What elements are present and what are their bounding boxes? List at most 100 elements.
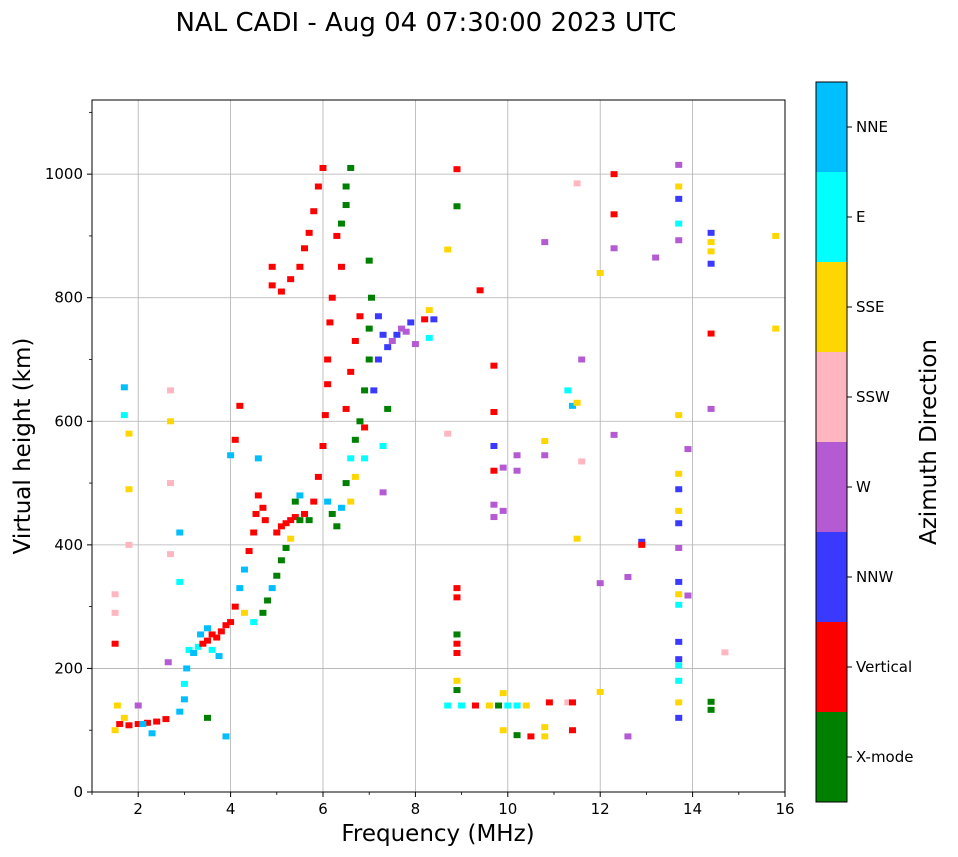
echo-point xyxy=(301,510,309,517)
echo-point xyxy=(333,523,341,530)
echo-point xyxy=(379,443,387,449)
echo-point xyxy=(772,325,780,332)
echo-point xyxy=(675,591,683,598)
y-axis-ticks: 0 200 400 600 800 1000 xyxy=(45,111,92,801)
echo-point xyxy=(513,732,521,739)
echo-point xyxy=(610,245,618,252)
echo-point xyxy=(291,498,299,505)
echo-point xyxy=(568,727,576,734)
echo-point xyxy=(444,430,452,437)
colorbar-label: Azimuth Direction xyxy=(916,339,942,545)
echo-point xyxy=(120,412,128,419)
echo-points xyxy=(111,161,780,740)
echo-point xyxy=(675,161,683,168)
echo-point xyxy=(513,702,521,709)
echo-point xyxy=(490,409,498,416)
echo-point xyxy=(675,677,683,684)
echo-point xyxy=(310,498,318,505)
echo-point xyxy=(324,498,332,505)
echo-point xyxy=(499,727,507,734)
echo-point xyxy=(268,282,276,289)
colorbar-segment xyxy=(816,532,847,622)
echo-point xyxy=(314,183,322,190)
echo-point xyxy=(495,702,503,709)
echo-point xyxy=(610,171,618,178)
echo-point xyxy=(490,443,498,449)
echo-point xyxy=(167,551,175,558)
echo-point xyxy=(240,566,248,573)
x-tick-label: 6 xyxy=(318,800,328,818)
echo-point xyxy=(476,287,484,294)
echo-point xyxy=(425,334,433,341)
echo-point xyxy=(499,690,507,697)
echo-point xyxy=(707,260,715,267)
x-tick-label: 14 xyxy=(683,800,702,818)
echo-point xyxy=(596,688,604,695)
echo-point xyxy=(328,510,336,517)
echo-point xyxy=(365,325,373,332)
echo-point xyxy=(167,387,175,394)
colorbar-segment xyxy=(816,442,847,532)
echo-point xyxy=(180,680,188,687)
echo-point xyxy=(326,319,334,326)
echo-point xyxy=(541,733,549,740)
echo-point xyxy=(721,649,729,656)
echo-point xyxy=(541,239,549,246)
echo-point xyxy=(342,480,350,487)
echo-point xyxy=(180,696,188,703)
echo-point xyxy=(167,418,175,425)
echo-point xyxy=(134,721,142,728)
echo-point xyxy=(471,702,479,709)
echo-point xyxy=(384,405,392,412)
echo-point xyxy=(310,208,318,215)
echo-point xyxy=(707,405,715,412)
colorbar-segment xyxy=(816,172,847,262)
echo-point xyxy=(361,455,369,462)
echo-point xyxy=(499,464,507,471)
echo-point xyxy=(194,643,202,650)
echo-point xyxy=(125,722,133,729)
echo-point xyxy=(453,166,461,173)
colorbar-category-label: E xyxy=(856,208,865,226)
echo-point xyxy=(261,517,269,524)
echo-point xyxy=(162,716,170,723)
echo-point xyxy=(111,640,119,647)
echo-point xyxy=(490,501,498,508)
colorbar-segment xyxy=(816,262,847,352)
y-tick-label: 400 xyxy=(54,536,83,554)
echo-point xyxy=(351,337,359,344)
echo-point xyxy=(675,486,683,493)
echo-point xyxy=(684,446,692,453)
echo-point xyxy=(125,486,133,493)
echo-point xyxy=(254,455,262,462)
echo-point xyxy=(370,387,378,394)
echo-point xyxy=(388,337,396,344)
echo-point xyxy=(342,202,350,209)
echo-point xyxy=(287,535,295,542)
echo-point xyxy=(222,622,230,629)
echo-point xyxy=(204,625,211,632)
echo-point xyxy=(277,523,285,530)
echo-point xyxy=(707,698,715,705)
echo-point xyxy=(176,529,184,536)
echo-point xyxy=(296,263,304,270)
echo-point xyxy=(148,730,156,737)
echo-point xyxy=(199,640,207,647)
grid-lines xyxy=(92,100,785,792)
azimuth-colorbar: X-mode Vertical NNW W SSW SSE E NNE xyxy=(815,81,913,803)
echo-point xyxy=(116,721,124,728)
echo-point xyxy=(675,699,683,706)
echo-point xyxy=(504,702,512,709)
echo-point xyxy=(675,507,683,514)
echo-point xyxy=(291,514,299,521)
colorbar-category-label: NNE xyxy=(856,118,888,136)
echo-point xyxy=(527,733,535,740)
echo-point xyxy=(250,529,258,536)
echo-point xyxy=(324,356,332,363)
echo-point xyxy=(675,601,683,608)
echo-point xyxy=(675,237,683,244)
echo-point xyxy=(190,649,198,656)
echo-point xyxy=(490,467,498,474)
echo-point xyxy=(324,381,332,388)
